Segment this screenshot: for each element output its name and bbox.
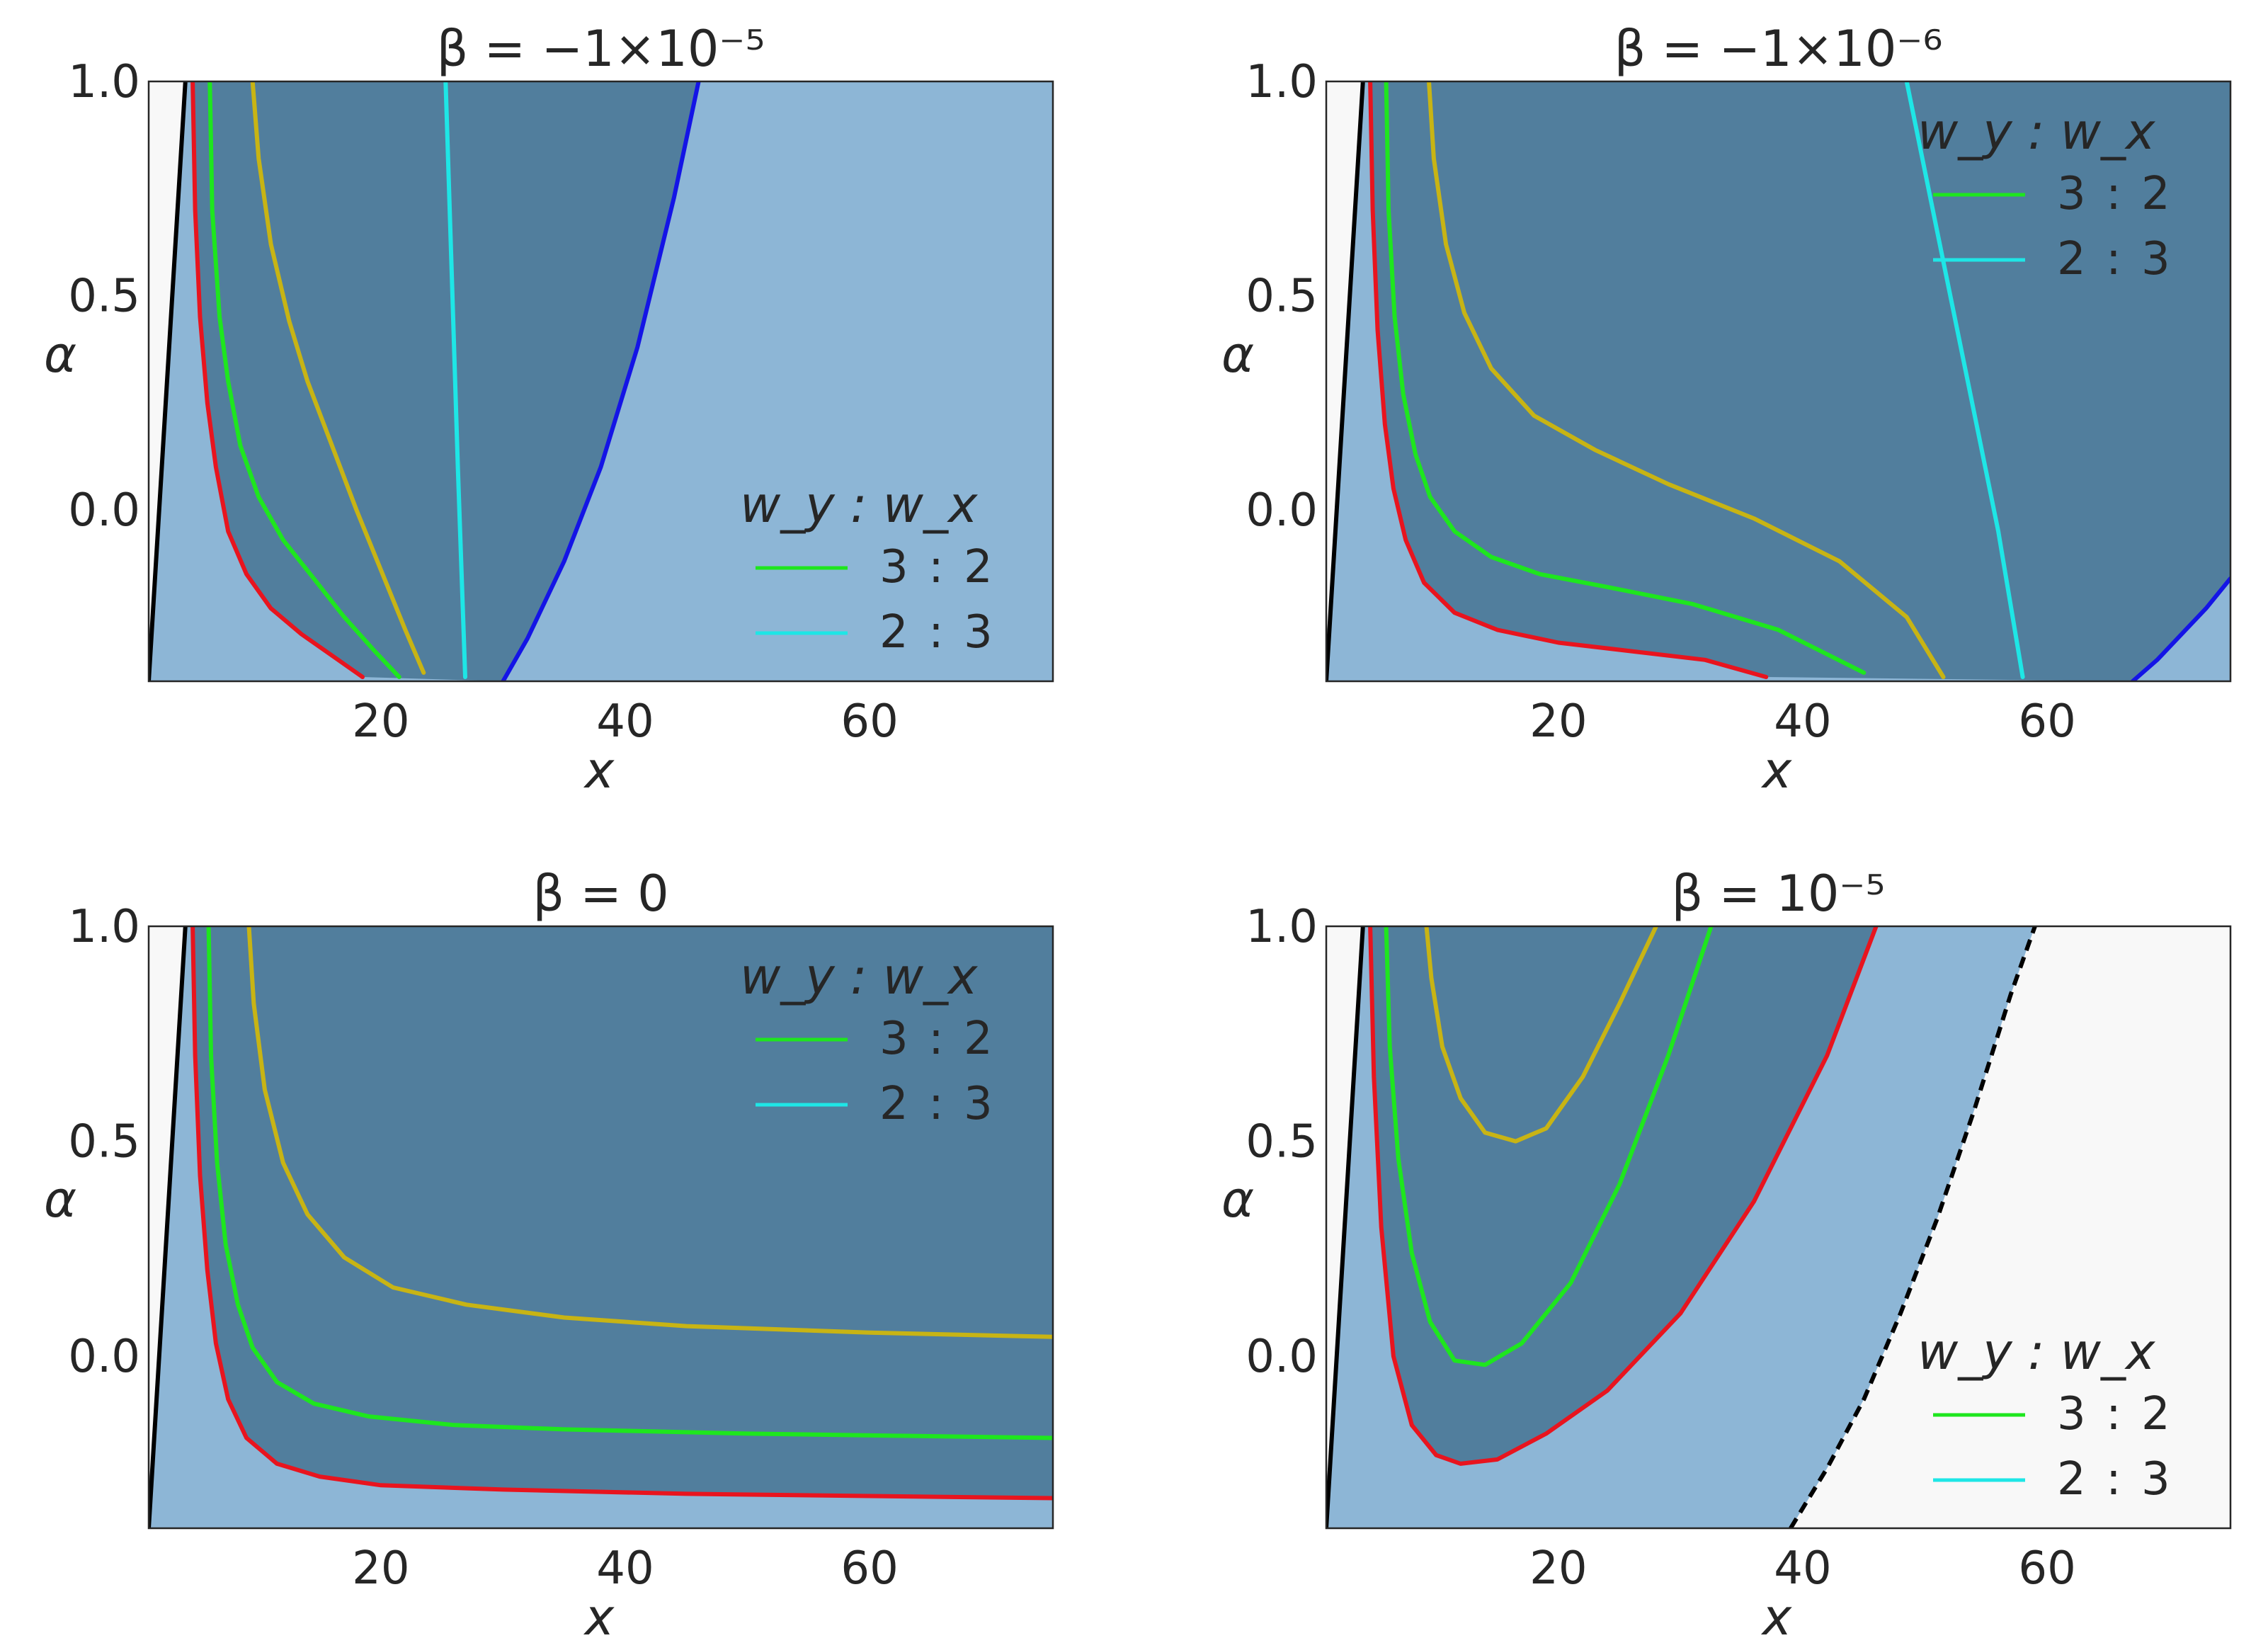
x-tick-label: 20: [1529, 1542, 1587, 1595]
plot-area: [1326, 926, 2230, 1528]
series-line-4: [250, 81, 426, 675]
forbidden-region-right: [1790, 926, 2230, 1528]
chart-panel-2: β = −1×10⁻⁶ 20 40 60 0.0 0.5 1.0 x α w_y : w_x 3 :…: [1221, 20, 2232, 800]
dark-region: [193, 81, 699, 681]
x-tick-label: 60: [840, 1542, 898, 1595]
series-line-2: [190, 926, 1053, 1501]
legend-label: 3 : 2: [879, 541, 996, 593]
plot-area: [149, 926, 1053, 1528]
x-axis-label: x: [1761, 741, 1792, 800]
y-tick-label: 1.0: [1246, 901, 1318, 953]
y-tick-label: 0.5: [1246, 271, 1318, 323]
legend-label: 3 : 2: [2057, 168, 2173, 220]
dark-region: [1370, 926, 1876, 1464]
legend-title: w_y : w_x: [1917, 1323, 2155, 1381]
y-tick-label: 0.5: [68, 271, 140, 323]
plot-area: [1326, 81, 2230, 681]
series-line-2: [1368, 926, 1879, 1466]
x-tick-label: 60: [2018, 695, 2075, 748]
y-tick-label: 0.5: [68, 1116, 140, 1168]
y-tick-label: 0.5: [1246, 1116, 1318, 1168]
chart-panel-1: β = −1×10⁻⁵ 20 40 60 0.0 0.5 1.0 x α w_y : w_x 3 :…: [44, 20, 1054, 800]
legend: w_y : w_x 3 : 2 2 : 3: [740, 476, 996, 659]
x-tick-label: 40: [1774, 695, 1831, 748]
y-tick-label: 0.0: [68, 1331, 140, 1383]
series-line-5: [1904, 81, 2025, 679]
y-tick-label: 0.0: [1246, 1331, 1318, 1383]
x-tick-label: 40: [596, 695, 654, 748]
chart-title: β = 10⁻⁵: [1672, 865, 1886, 923]
series-line-3: [1384, 926, 1714, 1367]
y-tick-label: 1.0: [1246, 56, 1318, 108]
series-line-4: [1424, 926, 1658, 1144]
series-line-1: [149, 81, 188, 681]
series-line-4: [1427, 81, 1946, 679]
y-axis-label: α: [1221, 326, 1254, 384]
y-tick-label: 1.0: [68, 56, 140, 108]
axes-frame: [1325, 925, 2232, 1530]
series-line-1: [1326, 81, 1365, 681]
series-line-2: [190, 81, 365, 679]
legend-label: 2 : 3: [879, 606, 996, 659]
chart-title: β = 0: [532, 865, 668, 923]
x-axis-label: x: [1761, 1588, 1792, 1638]
legend: w_y : w_x 3 : 2 2 : 3: [1917, 1323, 2173, 1506]
legend-label: 3 : 2: [879, 1013, 996, 1065]
series-line-2: [1368, 81, 1769, 679]
legend-title: w_y : w_x: [740, 476, 978, 534]
y-tick-label: 1.0: [68, 901, 140, 953]
legend-title: w_y : w_x: [740, 948, 978, 1006]
dark-region: [193, 926, 1053, 1498]
series-line-3: [207, 81, 401, 679]
series-line-6: [2130, 576, 2230, 681]
axes-frame: [147, 925, 1054, 1530]
dark-region: [1370, 81, 2230, 681]
legend-label: 2 : 3: [2057, 1453, 2173, 1506]
x-tick-label: 40: [1774, 1542, 1831, 1595]
x-axis-label: x: [583, 1588, 615, 1638]
series-line-3: [1384, 81, 1867, 675]
series-line-3: [206, 926, 1053, 1440]
chart-panel-4: β = 10⁻⁵ 20 40 60 0.0 0.5 1.0 x α w_y : w_x 3 : 2 2…: [1221, 865, 2232, 1638]
y-axis-label: α: [1221, 1171, 1254, 1229]
axes-frame: [147, 80, 1054, 683]
legend-label: 2 : 3: [879, 1078, 996, 1130]
y-tick-label: 0.0: [1246, 484, 1318, 537]
y-axis-label: α: [44, 1171, 76, 1229]
chart-title: β = −1×10⁻⁵: [437, 20, 765, 78]
x-tick-label: 20: [352, 1542, 409, 1595]
series-line-6: [501, 81, 701, 681]
x-axis-label: x: [583, 741, 615, 800]
series-line-5: [443, 81, 467, 679]
y-tick-label: 0.0: [68, 484, 140, 537]
legend: w_y : w_x 3 : 2 2 : 3: [740, 948, 996, 1130]
chart-panel-3: β = 0 20 40 60 0.0 0.5 1.0 x α w_y : w_x 3 : 2 2 : …: [44, 865, 1054, 1638]
plot-area: [149, 81, 1053, 681]
y-axis-label: α: [44, 326, 76, 384]
legend-label: 2 : 3: [2057, 233, 2173, 285]
x-tick-label: 20: [352, 695, 409, 748]
chart-title: β = −1×10⁻⁶: [1614, 20, 1943, 78]
axes-frame: [1325, 80, 2232, 683]
x-tick-label: 40: [596, 1542, 654, 1595]
series-line-4: [246, 926, 1053, 1339]
series-line-1: [1326, 926, 1365, 1528]
legend-title: w_y : w_x: [1917, 103, 2155, 161]
x-tick-label: 20: [1529, 695, 1587, 748]
series-line-1: [149, 926, 188, 1528]
legend-label: 3 : 2: [2057, 1388, 2173, 1440]
legend: w_y : w_x 3 : 2 2 : 3: [1917, 103, 2173, 285]
x-tick-label: 60: [840, 695, 898, 748]
x-tick-label: 60: [2018, 1542, 2075, 1595]
series-line-5: [1789, 926, 2037, 1528]
